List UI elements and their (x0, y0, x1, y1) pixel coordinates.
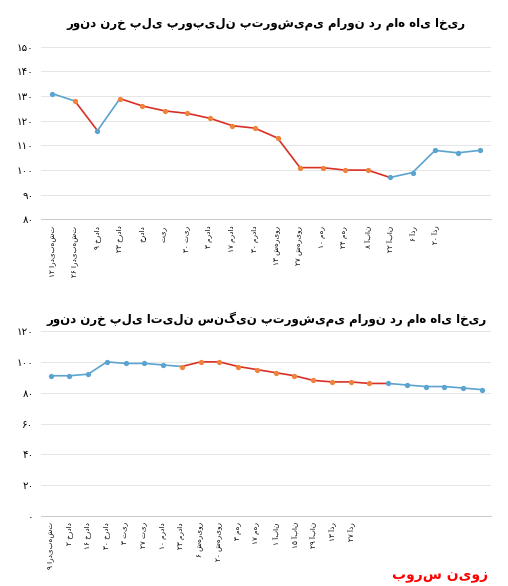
Title: روند نرخ پلی پروپیلن پتروشیمی مارون در ماه های اخیر: روند نرخ پلی پروپیلن پتروشیمی مارون در م… (67, 16, 466, 30)
Title: روند نرخ پلی اتیلن سنگین پتروشیمی مارون در ماه های اخیر: روند نرخ پلی اتیلن سنگین پتروشیمی مارون … (46, 312, 486, 326)
Text: بورس نیوز: بورس نیوز (392, 569, 488, 583)
